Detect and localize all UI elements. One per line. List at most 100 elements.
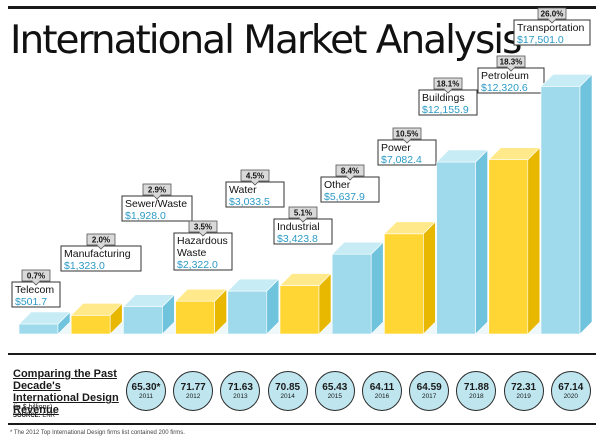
decade-value: 71.63 [227, 382, 253, 393]
bar-front-industrial [279, 285, 320, 335]
percent-label: 8.4% [341, 167, 359, 176]
category-label: Industrial [277, 221, 320, 233]
bar-side-power [423, 221, 436, 335]
decade-circle-2013: 71.63 2013 [220, 371, 261, 411]
decade-year: 2012 [185, 393, 201, 400]
percent-label: 2.9% [148, 186, 166, 195]
percent-tag-other: 8.4% [335, 164, 365, 181]
bar-label-other: Other$5,637.9 [320, 176, 380, 203]
bar-top-hazardous-waste [174, 288, 228, 302]
bar-power [383, 221, 437, 335]
bar-label-telecom: Telecom$501.7 [11, 281, 61, 308]
percent-label: 10.5% [396, 130, 419, 139]
decade-value: 64.11 [369, 382, 395, 393]
decade-year: 2013 [233, 393, 248, 400]
bar-transportation [540, 73, 593, 335]
percent-label: 5.1% [294, 209, 312, 218]
label-box [320, 176, 380, 203]
bar-front-sewer-waste [123, 306, 163, 335]
decade-circle-2014: 70.85 2014 [267, 371, 308, 411]
label-box [418, 89, 478, 116]
percent-label: 18.3% [500, 58, 523, 67]
decade-year: 2018 [469, 393, 484, 400]
percent-tag-water: 4.5% [240, 169, 270, 186]
decade-value: 67.14 [558, 382, 584, 393]
decade-circle-2017: 64.59 2017 [409, 371, 450, 411]
decade-source: SOURCE: ENR [13, 412, 55, 420]
value-label: $12,155.9 [422, 104, 469, 116]
decade-value: 70.85 [275, 382, 301, 393]
decade-circle-2012: 71.77 2012 [173, 371, 214, 411]
label-box [225, 181, 285, 208]
bar-other [331, 241, 384, 335]
bottom-rule [8, 423, 596, 425]
decade-year: 2011 [139, 393, 153, 400]
decade-subtitle: (in $ billions) [13, 404, 53, 411]
percent-tag-hazardous-waste: 3.5% [188, 220, 218, 237]
value-label: $3,423.8 [277, 233, 318, 245]
decade-circle-2019: 72.31 2019 [503, 371, 544, 411]
bar-front-other [331, 253, 372, 335]
bar-label-transportation: Transportation$17,501.0 [513, 19, 591, 46]
bar-top-telecom [18, 311, 71, 325]
bar-side-buildings [475, 149, 488, 335]
bar-top-sewer-waste [122, 294, 176, 308]
decade-year: 2016 [374, 393, 390, 400]
category-label: Waste [177, 247, 207, 259]
category-label: Sewer/Waste [125, 198, 187, 210]
bar-label-sewer-waste: Sewer/Waste$1,928.0 [121, 195, 193, 222]
footnote: * The 2012 Top International Design firm… [10, 430, 185, 436]
percent-label: 0.7% [27, 272, 45, 281]
value-label: $1,323.0 [64, 260, 105, 272]
percent-tag-manufacturing: 2.0% [86, 233, 116, 250]
category-label: Hazardous [177, 235, 228, 247]
decade-value: 65.30* [131, 382, 161, 393]
value-label: $3,033.5 [229, 196, 270, 208]
label-box [173, 232, 233, 271]
percent-label: 26.0% [541, 10, 564, 19]
decade-year: 2020 [563, 393, 579, 400]
bar-side-transportation [579, 73, 593, 335]
bar-petroleum [488, 146, 541, 335]
decade-value: 71.77 [180, 382, 206, 393]
category-label: Petroleum [481, 70, 529, 82]
bar-label-manufacturing: Manufacturing$1,323.0 [60, 245, 142, 272]
section-divider [8, 353, 596, 355]
label-box [273, 218, 333, 245]
top-rule [8, 6, 596, 9]
bar-side-other [370, 241, 384, 335]
category-label: Manufacturing [64, 248, 131, 260]
decade-revenue-strip: 65.30* 2011 71.77 2012 71.63 2013 70.85 2014 65.… [126, 371, 600, 413]
value-label: $5,637.9 [324, 191, 365, 203]
bar-side-petroleum [527, 146, 541, 335]
percent-tag-petroleum: 18.3% [496, 55, 526, 72]
bar-top-buildings [435, 149, 489, 163]
bar-label-water: Water$3,033.5 [225, 181, 285, 208]
bar-front-telecom [18, 323, 59, 335]
percent-label: 3.5% [194, 223, 212, 232]
bar-front-hazardous-waste [175, 300, 215, 335]
value-label: $501.7 [15, 296, 47, 308]
bar-front-manufacturing [70, 314, 111, 335]
label-box [60, 245, 142, 272]
decade-circle-2016: 64.11 2016 [362, 371, 402, 411]
percent-tag-industrial: 5.1% [288, 206, 318, 223]
bar-manufacturing [70, 302, 123, 335]
bar-front-power [384, 233, 424, 335]
percent-label: 18.1% [437, 80, 460, 89]
bar-label-buildings: Buildings$12,155.9 [418, 89, 478, 116]
bar-industrial [279, 272, 332, 335]
label-box [377, 139, 437, 166]
value-label: $17,501.0 [517, 34, 564, 46]
bar-top-manufacturing [70, 302, 123, 316]
page-title: International Market Analysis [10, 18, 522, 63]
bar-buildings [435, 149, 489, 335]
value-label: $2,322.0 [177, 259, 218, 271]
bar-front-buildings [436, 161, 476, 335]
source-label: SOURCE: [13, 413, 41, 419]
bar-sewer-waste [122, 293, 176, 335]
bar-top-transportation [540, 74, 593, 87]
bar-hazardous-waste [174, 288, 228, 335]
percent-tag-transportation: 26.0% [537, 7, 567, 24]
